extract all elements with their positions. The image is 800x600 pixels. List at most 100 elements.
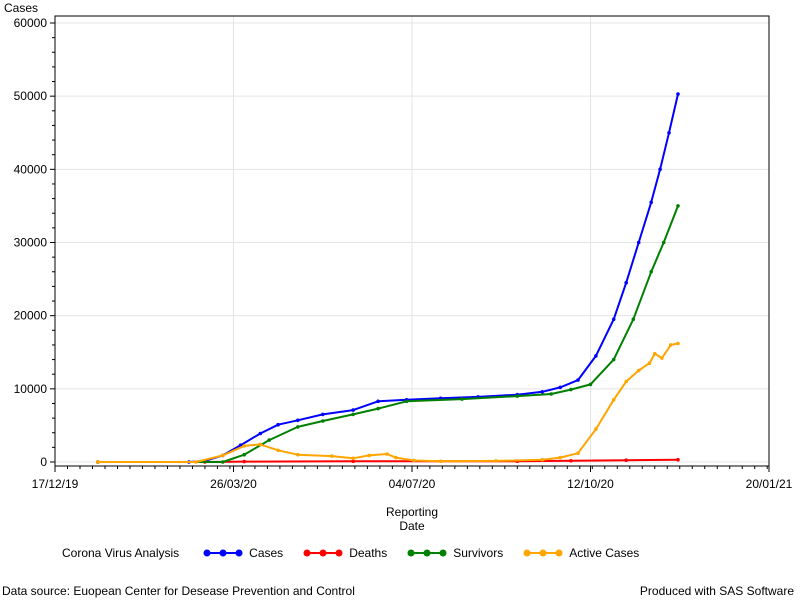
series-cases (96, 92, 680, 464)
x-axis-label-line1: Reporting (386, 505, 438, 519)
data-point (460, 397, 464, 401)
legend-label-active-cases: Active Cases (569, 546, 640, 560)
data-point (296, 418, 300, 423)
legend-swatch-marker (523, 549, 531, 557)
data-point (594, 427, 598, 431)
series-survivors (96, 204, 680, 464)
data-point (676, 457, 680, 462)
data-point (569, 459, 573, 463)
data-point (676, 92, 680, 96)
data-point (242, 444, 246, 448)
legend-label-cases: Cases (249, 546, 284, 560)
data-point (669, 343, 673, 347)
data-point (376, 399, 380, 404)
legend-item-active-cases: Active Cases (523, 546, 639, 560)
data-point (549, 392, 553, 396)
legend-item-deaths: Deaths (303, 546, 387, 560)
data-point (624, 280, 628, 285)
legend-swatch-deaths (303, 549, 343, 557)
data-point (676, 341, 680, 346)
data-point (329, 454, 334, 458)
y-tick-label: 60000 (14, 16, 48, 30)
y-tick-label: 50000 (14, 89, 48, 103)
data-point (660, 356, 664, 360)
data-point (624, 379, 628, 384)
data-source-note: Data source: Euopean Center for Desease … (2, 584, 355, 598)
software-credit: Produced with SAS Software (639, 584, 794, 598)
legend-swatch-active-cases (523, 549, 563, 557)
data-point (376, 406, 380, 411)
data-point (221, 453, 225, 458)
data-point (412, 458, 416, 463)
data-point (394, 455, 398, 460)
legend-swatch-marker (407, 549, 415, 557)
legend-label-survivors: Survivors (453, 546, 504, 560)
y-tick-label: 40000 (14, 162, 48, 176)
data-point (221, 460, 225, 464)
legend-swatch-survivors (407, 549, 447, 557)
y-tick-label: 0 (40, 455, 47, 469)
legend-swatch-marker (439, 549, 447, 557)
legend-swatch-marker (423, 549, 431, 557)
data-point (569, 387, 573, 392)
data-point (631, 317, 636, 322)
data-point (576, 378, 580, 382)
x-tick-label: 12/10/20 (567, 477, 614, 491)
data-point (661, 240, 666, 245)
legend-swatch-marker (219, 549, 227, 557)
legend-title: Corona Virus Analysis (62, 546, 180, 560)
data-point (96, 460, 100, 464)
legend-swatch-marker (303, 549, 311, 557)
data-point (636, 368, 641, 373)
legend-label-deaths: Deaths (349, 546, 388, 560)
legend-swatch-marker (539, 549, 547, 557)
data-point (588, 382, 593, 387)
y-tick-label: 10000 (14, 382, 48, 396)
data-point (540, 390, 545, 394)
data-point (653, 351, 657, 356)
data-point (351, 459, 355, 464)
legend-swatch-marker (335, 549, 343, 557)
data-point (649, 270, 653, 274)
legend-swatch-marker (235, 549, 243, 557)
data-point (321, 412, 325, 417)
legend-swatch-marker (203, 549, 211, 557)
data-point (647, 361, 652, 366)
data-point (258, 431, 263, 436)
data-point (594, 354, 598, 358)
data-point (267, 438, 272, 442)
axes: 0 10000 20000 30000 40000 50000 60000 17/12/19 2… (14, 16, 793, 491)
data-point (258, 442, 263, 447)
x-tick-label: 04/07/20 (389, 477, 436, 491)
data-point (636, 240, 641, 245)
data-point (242, 459, 246, 464)
y-tick-label: 30000 (14, 236, 48, 250)
x-axis-label-line2: Date (399, 519, 425, 533)
data-point (558, 455, 562, 460)
data-point (351, 408, 355, 412)
legend: Corona Virus Analysis Cases Deaths Survi… (62, 544, 659, 562)
data-point (404, 399, 409, 404)
data-point (658, 167, 662, 172)
legend-item-cases: Cases (203, 546, 283, 560)
data-point (611, 398, 616, 402)
series-active-cases (96, 341, 680, 464)
data-point (438, 459, 443, 464)
data-point (385, 452, 389, 456)
data-point (351, 456, 355, 461)
data-point (494, 459, 498, 463)
x-tick-label: 17/12/19 (32, 477, 79, 491)
series-line (97, 93, 679, 463)
data-point (276, 448, 280, 453)
gridlines (55, 16, 769, 466)
x-tick-label: 26/03/20 (210, 477, 257, 491)
legend-item-survivors: Survivors (407, 546, 503, 560)
data-point (321, 419, 325, 423)
data-point (611, 357, 616, 362)
data-point (242, 452, 246, 457)
data-point (351, 412, 355, 417)
y-tick-label: 20000 (14, 309, 48, 323)
legend-swatch-marker (319, 549, 327, 557)
data-point (296, 452, 300, 457)
